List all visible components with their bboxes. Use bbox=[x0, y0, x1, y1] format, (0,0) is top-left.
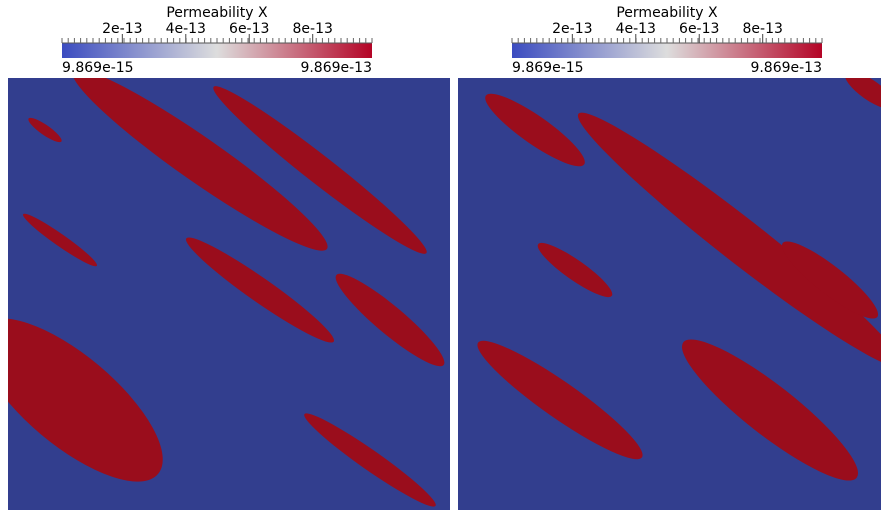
range-max-label: 9.869e-13 bbox=[750, 60, 822, 76]
tick-label: 6e-13 bbox=[229, 21, 269, 37]
tick-label: 8e-13 bbox=[293, 21, 333, 37]
range-min-label: 9.869e-15 bbox=[512, 60, 584, 76]
range-min-label: 9.869e-15 bbox=[62, 60, 134, 76]
tick-label: 4e-13 bbox=[166, 21, 206, 37]
render-view-right bbox=[458, 78, 881, 510]
tick-label: 2e-13 bbox=[102, 21, 142, 37]
tick-label: 2e-13 bbox=[552, 21, 592, 37]
tick-label: 8e-13 bbox=[743, 21, 783, 37]
colorbar bbox=[62, 43, 372, 58]
render-view-left bbox=[8, 78, 450, 510]
tick-label: 6e-13 bbox=[679, 21, 719, 37]
tick-label: 4e-13 bbox=[616, 21, 656, 37]
colorbars: Permeability X 2e-13 4e-13 6e-13 8e-13 9.869e… bbox=[61, 5, 823, 76]
colorbar-title: Permeability X bbox=[166, 5, 268, 21]
colorbar bbox=[512, 43, 822, 58]
range-max-label: 9.869e-13 bbox=[300, 60, 372, 76]
colorbar-title: Permeability X bbox=[616, 5, 718, 21]
